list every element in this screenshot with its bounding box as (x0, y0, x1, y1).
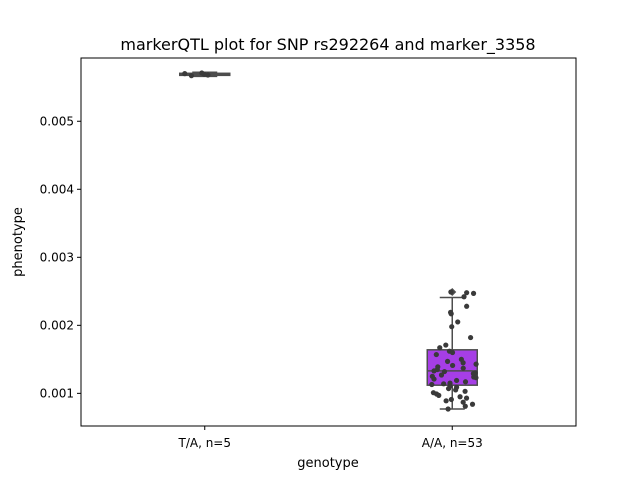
data-point (460, 399, 466, 405)
data-point (441, 368, 448, 375)
data-point (431, 376, 437, 382)
plot-area (179, 70, 479, 412)
data-point (444, 358, 451, 364)
x-tick-label: A/A, n=53 (422, 436, 483, 450)
y-axis-label: phenotype (11, 207, 26, 277)
data-point (441, 381, 447, 387)
data-point (445, 385, 452, 392)
box-group (426, 287, 479, 412)
data-point (436, 392, 442, 398)
y-tick-label: 0.004 (40, 182, 74, 196)
data-point (457, 394, 463, 400)
data-point (460, 360, 466, 366)
y-tick-label: 0.002 (40, 318, 74, 332)
data-point (461, 294, 467, 300)
data-point (445, 406, 451, 412)
data-point (462, 388, 468, 394)
data-point (464, 290, 470, 296)
data-point (448, 311, 454, 317)
data-point (443, 398, 449, 404)
data-point (453, 377, 460, 384)
data-point (199, 70, 205, 76)
plot-frame (80, 57, 577, 427)
data-point (463, 395, 470, 401)
y-axis: 0.001 0.002 0.003 0.004 0.005 (40, 114, 81, 400)
data-point (205, 72, 211, 78)
x-tick-label: T/A, n=5 (177, 436, 231, 450)
data-point (470, 290, 477, 296)
data-point (448, 396, 454, 403)
x-axis-label: genotype (297, 456, 358, 471)
x-axis: T/A, n=5 A/A, n=53 (177, 426, 483, 450)
data-point (455, 319, 461, 325)
data-point (431, 368, 437, 374)
data-point (437, 345, 443, 351)
data-point (462, 403, 468, 409)
data-point (450, 362, 456, 369)
data-point (449, 349, 456, 356)
data-point (449, 324, 455, 330)
y-tick-label: 0.005 (40, 114, 74, 128)
box-group (179, 70, 231, 79)
data-point (453, 387, 459, 393)
data-point (464, 303, 470, 309)
data-point (438, 372, 445, 378)
data-point (462, 379, 469, 385)
data-point (429, 381, 435, 388)
data-point (469, 401, 476, 407)
y-tick-label: 0.001 (40, 386, 74, 400)
data-point (467, 334, 474, 341)
data-point (473, 375, 479, 381)
chart-title: markerQTL plot for SNP rs292264 and mark… (120, 35, 535, 55)
data-point (448, 289, 454, 295)
data-point (433, 351, 439, 358)
data-point (188, 73, 195, 79)
y-tick-label: 0.003 (40, 250, 74, 264)
data-point (443, 342, 449, 348)
data-point (182, 71, 188, 77)
data-point (473, 361, 479, 367)
data-point (460, 365, 466, 371)
